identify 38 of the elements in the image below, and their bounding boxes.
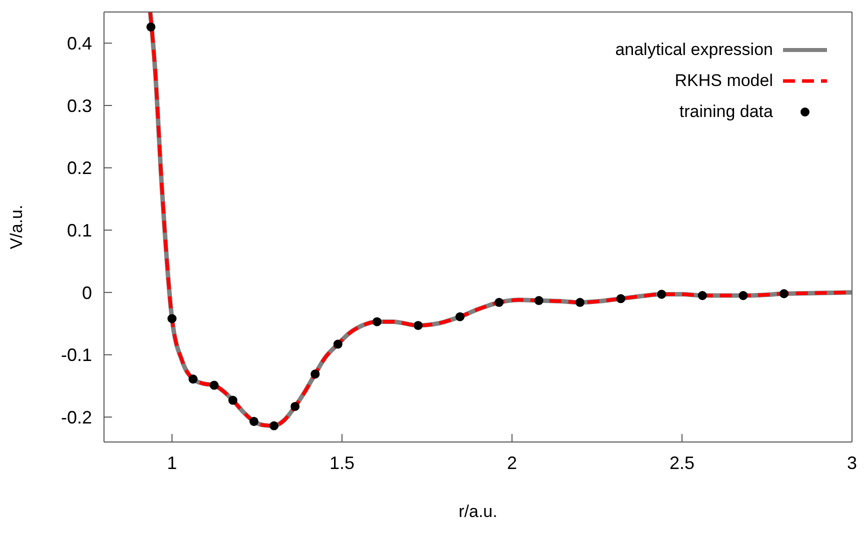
y-tick-label: 0 bbox=[82, 282, 92, 303]
y-tick-label: -0.1 bbox=[60, 345, 92, 366]
point bbox=[414, 320, 423, 330]
legend-label: RKHS model bbox=[674, 70, 773, 90]
point bbox=[310, 370, 320, 379]
point bbox=[210, 380, 219, 390]
point bbox=[779, 289, 789, 298]
point bbox=[494, 298, 504, 307]
legend-label: training data bbox=[679, 102, 773, 122]
y-tick-label: 0.3 bbox=[66, 96, 92, 116]
y-axis-title: V/a.u. bbox=[7, 204, 26, 250]
y-tick-label: 0.2 bbox=[66, 158, 92, 178]
point bbox=[167, 314, 177, 324]
point bbox=[575, 298, 585, 307]
point bbox=[738, 291, 748, 300]
point bbox=[657, 290, 666, 299]
point bbox=[616, 294, 626, 304]
point bbox=[534, 296, 544, 306]
point bbox=[249, 416, 258, 426]
point bbox=[290, 402, 300, 411]
y-tick-label: 0.4 bbox=[66, 34, 92, 54]
x-tick-label: 3 bbox=[846, 452, 858, 473]
x-axis-title: r/a.u. bbox=[458, 502, 498, 521]
y-tick-label: -0.2 bbox=[60, 407, 92, 428]
x-tick-label: 1 bbox=[166, 452, 178, 473]
point bbox=[228, 396, 238, 405]
x-tick-label: 1.5 bbox=[329, 452, 355, 473]
x-tick-label: 2.5 bbox=[669, 452, 695, 473]
x-tick-label: 2 bbox=[506, 452, 518, 473]
point bbox=[333, 340, 342, 349]
point bbox=[698, 291, 707, 300]
y-tick-label: 0.1 bbox=[66, 220, 92, 241]
legend-label: analytical expression bbox=[615, 40, 773, 60]
point bbox=[188, 374, 198, 384]
point bbox=[146, 22, 156, 32]
point bbox=[455, 312, 464, 322]
point bbox=[372, 317, 382, 326]
point bbox=[269, 421, 279, 430]
